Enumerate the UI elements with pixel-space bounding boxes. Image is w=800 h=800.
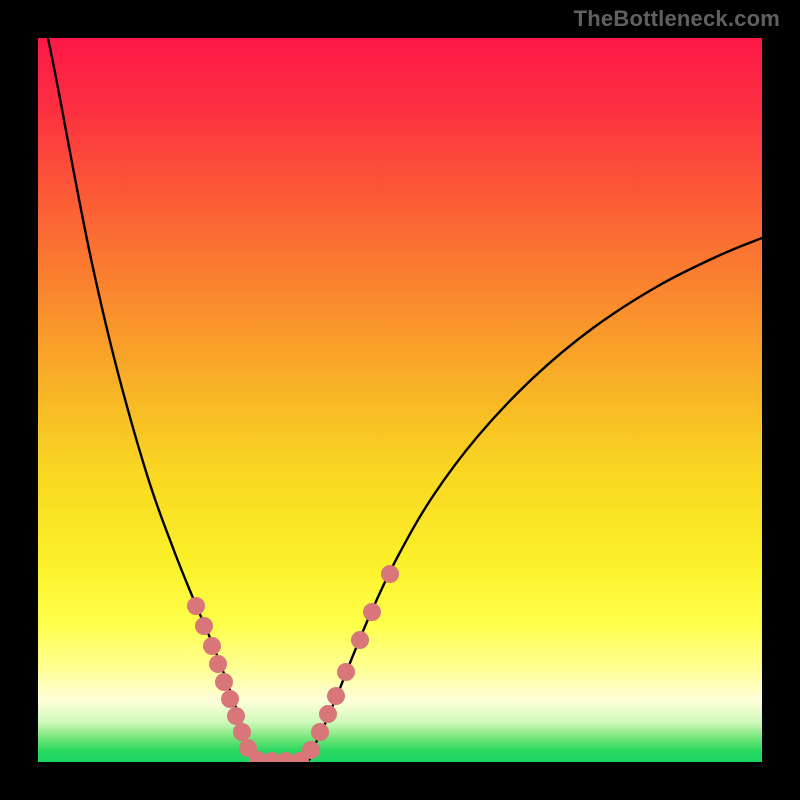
data-marker (363, 603, 381, 621)
data-marker (221, 690, 239, 708)
data-marker (311, 723, 329, 741)
data-marker (302, 741, 320, 759)
watermark-text: TheBottleneck.com (574, 6, 780, 32)
data-marker (381, 565, 399, 583)
data-marker (351, 631, 369, 649)
chart-frame: TheBottleneck.com (0, 0, 800, 800)
data-marker (203, 637, 221, 655)
v-curve-path (48, 38, 762, 762)
curve-overlay (38, 38, 762, 762)
data-marker (215, 673, 233, 691)
data-marker (209, 655, 227, 673)
data-marker (319, 705, 337, 723)
data-marker (195, 617, 213, 635)
data-marker (187, 597, 205, 615)
data-markers (187, 565, 399, 762)
data-marker (233, 723, 251, 741)
data-marker (337, 663, 355, 681)
data-marker (327, 687, 345, 705)
plot-area (38, 38, 762, 762)
data-marker (227, 707, 245, 725)
